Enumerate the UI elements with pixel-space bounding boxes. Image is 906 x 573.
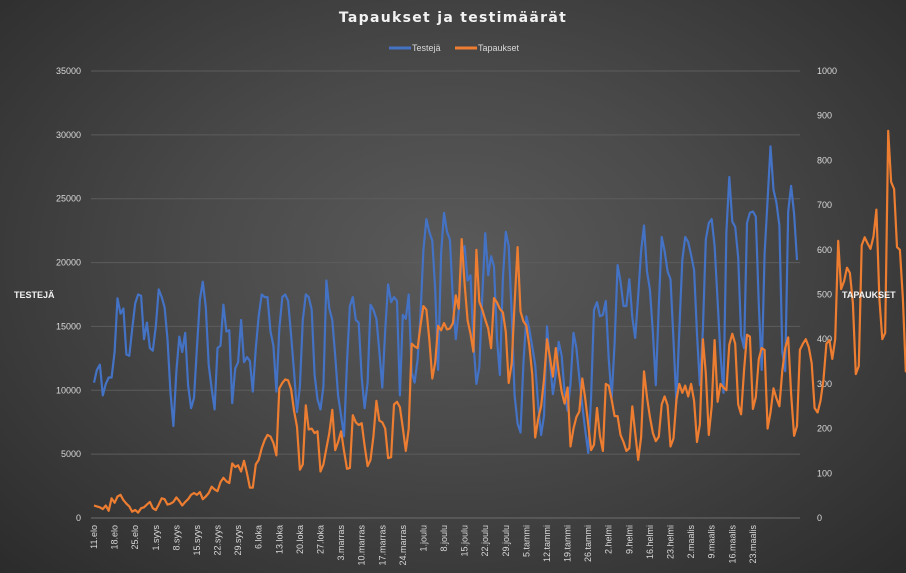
x-tick-label: 5.tammi	[521, 525, 531, 557]
legend: Testejä Tapaukset	[389, 43, 520, 53]
y-axis-left-title: TESTEJÄ	[14, 290, 55, 300]
y-right-tick-label: 800	[817, 155, 832, 165]
y-right-tick-label: 500	[817, 290, 832, 300]
y-right-tick-label: 1000	[817, 66, 837, 76]
x-tick-label: 13.loka	[274, 525, 284, 554]
x-axis: 11.elo 18.elo 25.elo 1.syys 8.syys 15.syys 22.…	[89, 525, 758, 566]
x-tick-label: 22.syys	[213, 525, 223, 556]
x-tick-label: 15.syys	[192, 525, 202, 556]
y-right-tick-label: 300	[817, 379, 832, 389]
x-tick-label: 9.maalis	[707, 525, 717, 559]
x-tick-label: 1.syys	[151, 525, 161, 551]
y-left-tick-label: 20000	[56, 258, 81, 268]
y-axis-right-title: TAPAUKSET	[842, 290, 896, 300]
x-tick-label: 10.marras	[357, 525, 367, 566]
y-left-tick-label: 5000	[61, 449, 81, 459]
y-right-tick-label: 0	[817, 513, 822, 523]
y-left-tick-label: 25000	[56, 194, 81, 204]
x-tick-label: 23.maalis	[748, 525, 758, 564]
x-tick-label: 24.marras	[398, 525, 408, 566]
x-tick-label: 19.tammi	[563, 525, 573, 562]
series-lines	[92, 129, 906, 514]
y-right-tick-label: 200	[817, 424, 832, 434]
series-line-tapaukset	[93, 129, 906, 514]
y-left-tick-label: 15000	[56, 321, 81, 331]
x-tick-label: 9.helmi	[624, 525, 634, 554]
y-right-tick-label: 400	[817, 334, 832, 344]
legend-label-testeja: Testejä	[412, 43, 441, 53]
y-left-tick-label: 35000	[56, 66, 81, 76]
x-tick-label: 1.joulu	[418, 525, 428, 552]
series-line-testej	[92, 145, 799, 454]
x-tick-label: 2.helmi	[604, 525, 614, 554]
y-right-tick-label: 900	[817, 111, 832, 121]
x-tick-label: 26.tammi	[583, 525, 593, 562]
y-right-tick-label: 100	[817, 468, 832, 478]
x-tick-label: 27.loka	[315, 525, 325, 554]
x-tick-label: 12.tammi	[542, 525, 552, 562]
x-tick-label: 2.maalis	[686, 525, 696, 559]
y-left-tick-label: 30000	[56, 130, 81, 140]
x-tick-label: 18.elo	[110, 525, 120, 550]
x-tick-label: 29.syys	[233, 525, 243, 556]
x-tick-label: 8.syys	[171, 525, 181, 551]
x-tick-label: 11.elo	[89, 525, 99, 549]
x-tick-label: 3.marras	[336, 525, 346, 561]
x-tick-label: 29.joulu	[501, 525, 511, 557]
x-tick-label: 25.elo	[130, 525, 140, 550]
x-tick-label: 22.joulu	[480, 525, 490, 557]
y-left-tick-label: 10000	[56, 385, 81, 395]
x-tick-label: 16.maalis	[727, 525, 737, 564]
y-right-tick-label: 700	[817, 200, 832, 210]
legend-label-tapaukset: Tapaukset	[478, 43, 520, 53]
y-left-tick-label: 0	[76, 513, 81, 523]
y-right-tick-label: 600	[817, 245, 832, 255]
y-axis-left: 0 5000 10000 15000 20000 25000 30000 35000	[56, 66, 81, 523]
gridlines	[91, 70, 800, 519]
x-tick-label: 6.loka	[254, 525, 264, 549]
x-tick-label: 23.helmi	[666, 525, 676, 559]
x-tick-label: 17.marras	[377, 525, 387, 566]
x-tick-label: 8.joulu	[439, 525, 449, 552]
x-tick-label: 20.loka	[295, 525, 305, 554]
x-tick-label: 15.joulu	[460, 525, 470, 557]
chart-title: Tapaukset ja testimäärät	[338, 10, 568, 26]
y-axis-right: 0 100 200 300 400 500 600 700 800 900 1000	[817, 66, 837, 523]
x-tick-label: 16.helmi	[645, 525, 655, 559]
